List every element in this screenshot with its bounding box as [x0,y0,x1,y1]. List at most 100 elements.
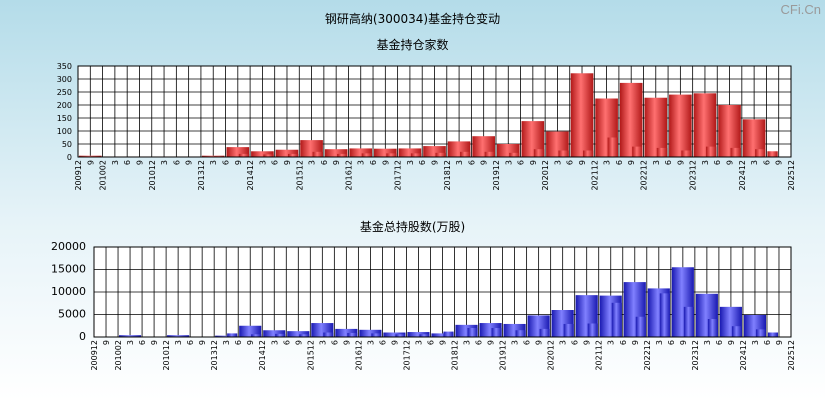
fund-shares-xtick-label: 201912 [499,340,508,371]
fund-count-bar-minor [632,146,643,157]
fund-count-xtick-label: 6 [566,160,575,165]
fund-shares-xtick-label: 9 [679,340,688,345]
fund-count-bar-major [644,97,668,157]
fund-count-xtick-label: 9 [431,160,440,165]
fund-shares-bar-minor [419,334,430,337]
fund-shares-xtick-label: 6 [523,340,532,345]
fund-shares-bar-minor [371,333,382,337]
fund-shares-xtick-label: 9 [102,340,111,345]
fund-count-xtick-label: 201412 [246,160,255,191]
fund-shares-xtick-label: 6 [763,340,772,345]
fund-shares-bar-minor [587,323,598,337]
fund-count-xtick-label: 9 [480,160,489,165]
fund-count-xtick-label: 201812 [443,160,452,191]
fund-count-bar-minor [484,151,495,157]
fund-count-bar-minor [312,151,323,157]
fund-shares-xtick-label: 6 [186,340,195,345]
fund-count-bar-major [521,121,545,157]
fund-count-ytick-label: 250 [57,88,72,97]
fund-count-xtick-label: 6 [172,160,181,165]
fund-count-xtick-label: 3 [111,160,120,165]
fund-count-bar-major [398,148,422,157]
fund-shares-bar-minor [635,316,646,337]
fund-count-xtick-label: 3 [258,160,267,165]
fund-count-bar-minor [460,151,471,157]
fund-shares-xtick-label: 3 [318,340,327,345]
fund-count-xtick-label: 201912 [492,160,501,191]
fund-count-bar-minor [755,149,766,157]
fund-shares-ytick-label: 20000 [51,240,86,253]
fund-shares-xtick-label: 9 [487,340,496,345]
fund-shares-bar-minor [611,302,622,337]
fund-shares-xtick-label: 9 [775,340,784,345]
fund-count-xtick-label: 3 [357,160,366,165]
fund-shares-bar-minor [707,319,718,337]
fund-shares-bar-minor [395,334,406,337]
fund-shares-ytick-label: 5000 [58,308,86,321]
fund-shares-xtick-label: 202212 [643,340,652,371]
fund-count-xtick-label: 9 [578,160,587,165]
fund-shares-xtick-label: 201412 [258,340,267,371]
fund-shares-bar-major [167,335,190,337]
fund-count-xtick-label: 201612 [344,160,353,191]
page-title: 钢研高纳(300034)基金持仓变动 [324,12,501,26]
chart-1-title: 基金持仓家数 [376,38,449,52]
fund-count-xtick-label: 9 [283,160,292,165]
fund-shares-xtick-label: 6 [571,340,580,345]
fund-shares-xtick-label: 6 [378,340,387,345]
fund-shares-bar-minor [275,333,286,337]
fund-count-bar-major [669,94,692,157]
fund-shares-xtick-label: 9 [390,340,399,345]
fund-shares-xtick-label: 3 [270,340,279,345]
fund-count-xtick-label: 9 [529,160,538,165]
fund-count-bar-minor [607,137,618,157]
fund-count-bar-major [201,155,225,157]
fund-count-xtick-label: 201012 [148,160,157,191]
fund-shares-xtick-label: 9 [727,340,736,345]
fund-shares-bar-minor [659,293,670,337]
fund-count-xtick-label: 6 [467,160,476,165]
fund-count-bar-major [374,148,397,157]
fund-shares-xtick-label: 201002 [114,340,123,371]
fund-shares-bar-major [767,332,779,337]
fund-count-bar-minor [410,153,422,157]
fund-count-xtick-label: 3 [455,160,464,165]
fund-count-xtick-label: 3 [553,160,562,165]
fund-shares-xtick-label: 200912 [90,340,99,371]
fund-count-xtick-label: 202312 [689,160,698,191]
fund-shares-xtick-label: 202012 [547,340,556,371]
fund-count-bar-minor [386,153,397,157]
fund-count-ytick-label: 100 [57,127,72,136]
fund-count-xtick-label: 3 [603,160,612,165]
fund-count-xtick-label: 3 [308,160,317,165]
fund-shares-bar-minor [563,323,574,337]
fund-count-xtick-label: 9 [627,160,636,165]
fund-shares-xtick-label: 9 [631,340,640,345]
fund-count-ytick-label: 150 [57,114,72,123]
fund-count-bar-minor [705,146,717,157]
fund-shares-xtick-label: 6 [282,340,291,345]
fund-count-bar-minor [287,153,299,157]
fund-count-bar-major [570,73,594,157]
fund-count-xtick-label: 3 [209,160,218,165]
fund-shares-xtick-label: 6 [715,340,724,345]
fund-count-bar-major [324,149,348,157]
fund-shares-xtick-label: 3 [174,340,183,345]
fund-shares-xtick-label: 202112 [595,340,604,371]
cfi-watermark: CFi.Cn [780,2,821,17]
fund-count-xtick-label: 202412 [738,160,747,191]
fund-count-xtick-label: 6 [713,160,722,165]
fund-count-bar-minor [337,153,348,157]
fund-count-bar-minor [558,150,569,157]
fund-shares-xtick-label: 202312 [691,340,700,371]
fund-count-xtick-label: 9 [135,160,144,165]
fund-shares-xtick-label: 3 [607,340,616,345]
fund-shares-xtick-label: 6 [619,340,628,345]
fund-count-bar-minor [681,150,692,157]
fund-shares-xtick-label: 3 [126,340,135,345]
fund-count-bar-major [349,148,373,157]
fund-count-frame [77,65,792,158]
fund-count-xtick-label: 201712 [394,160,403,191]
fund-shares-ytick-label: 15000 [51,263,86,276]
